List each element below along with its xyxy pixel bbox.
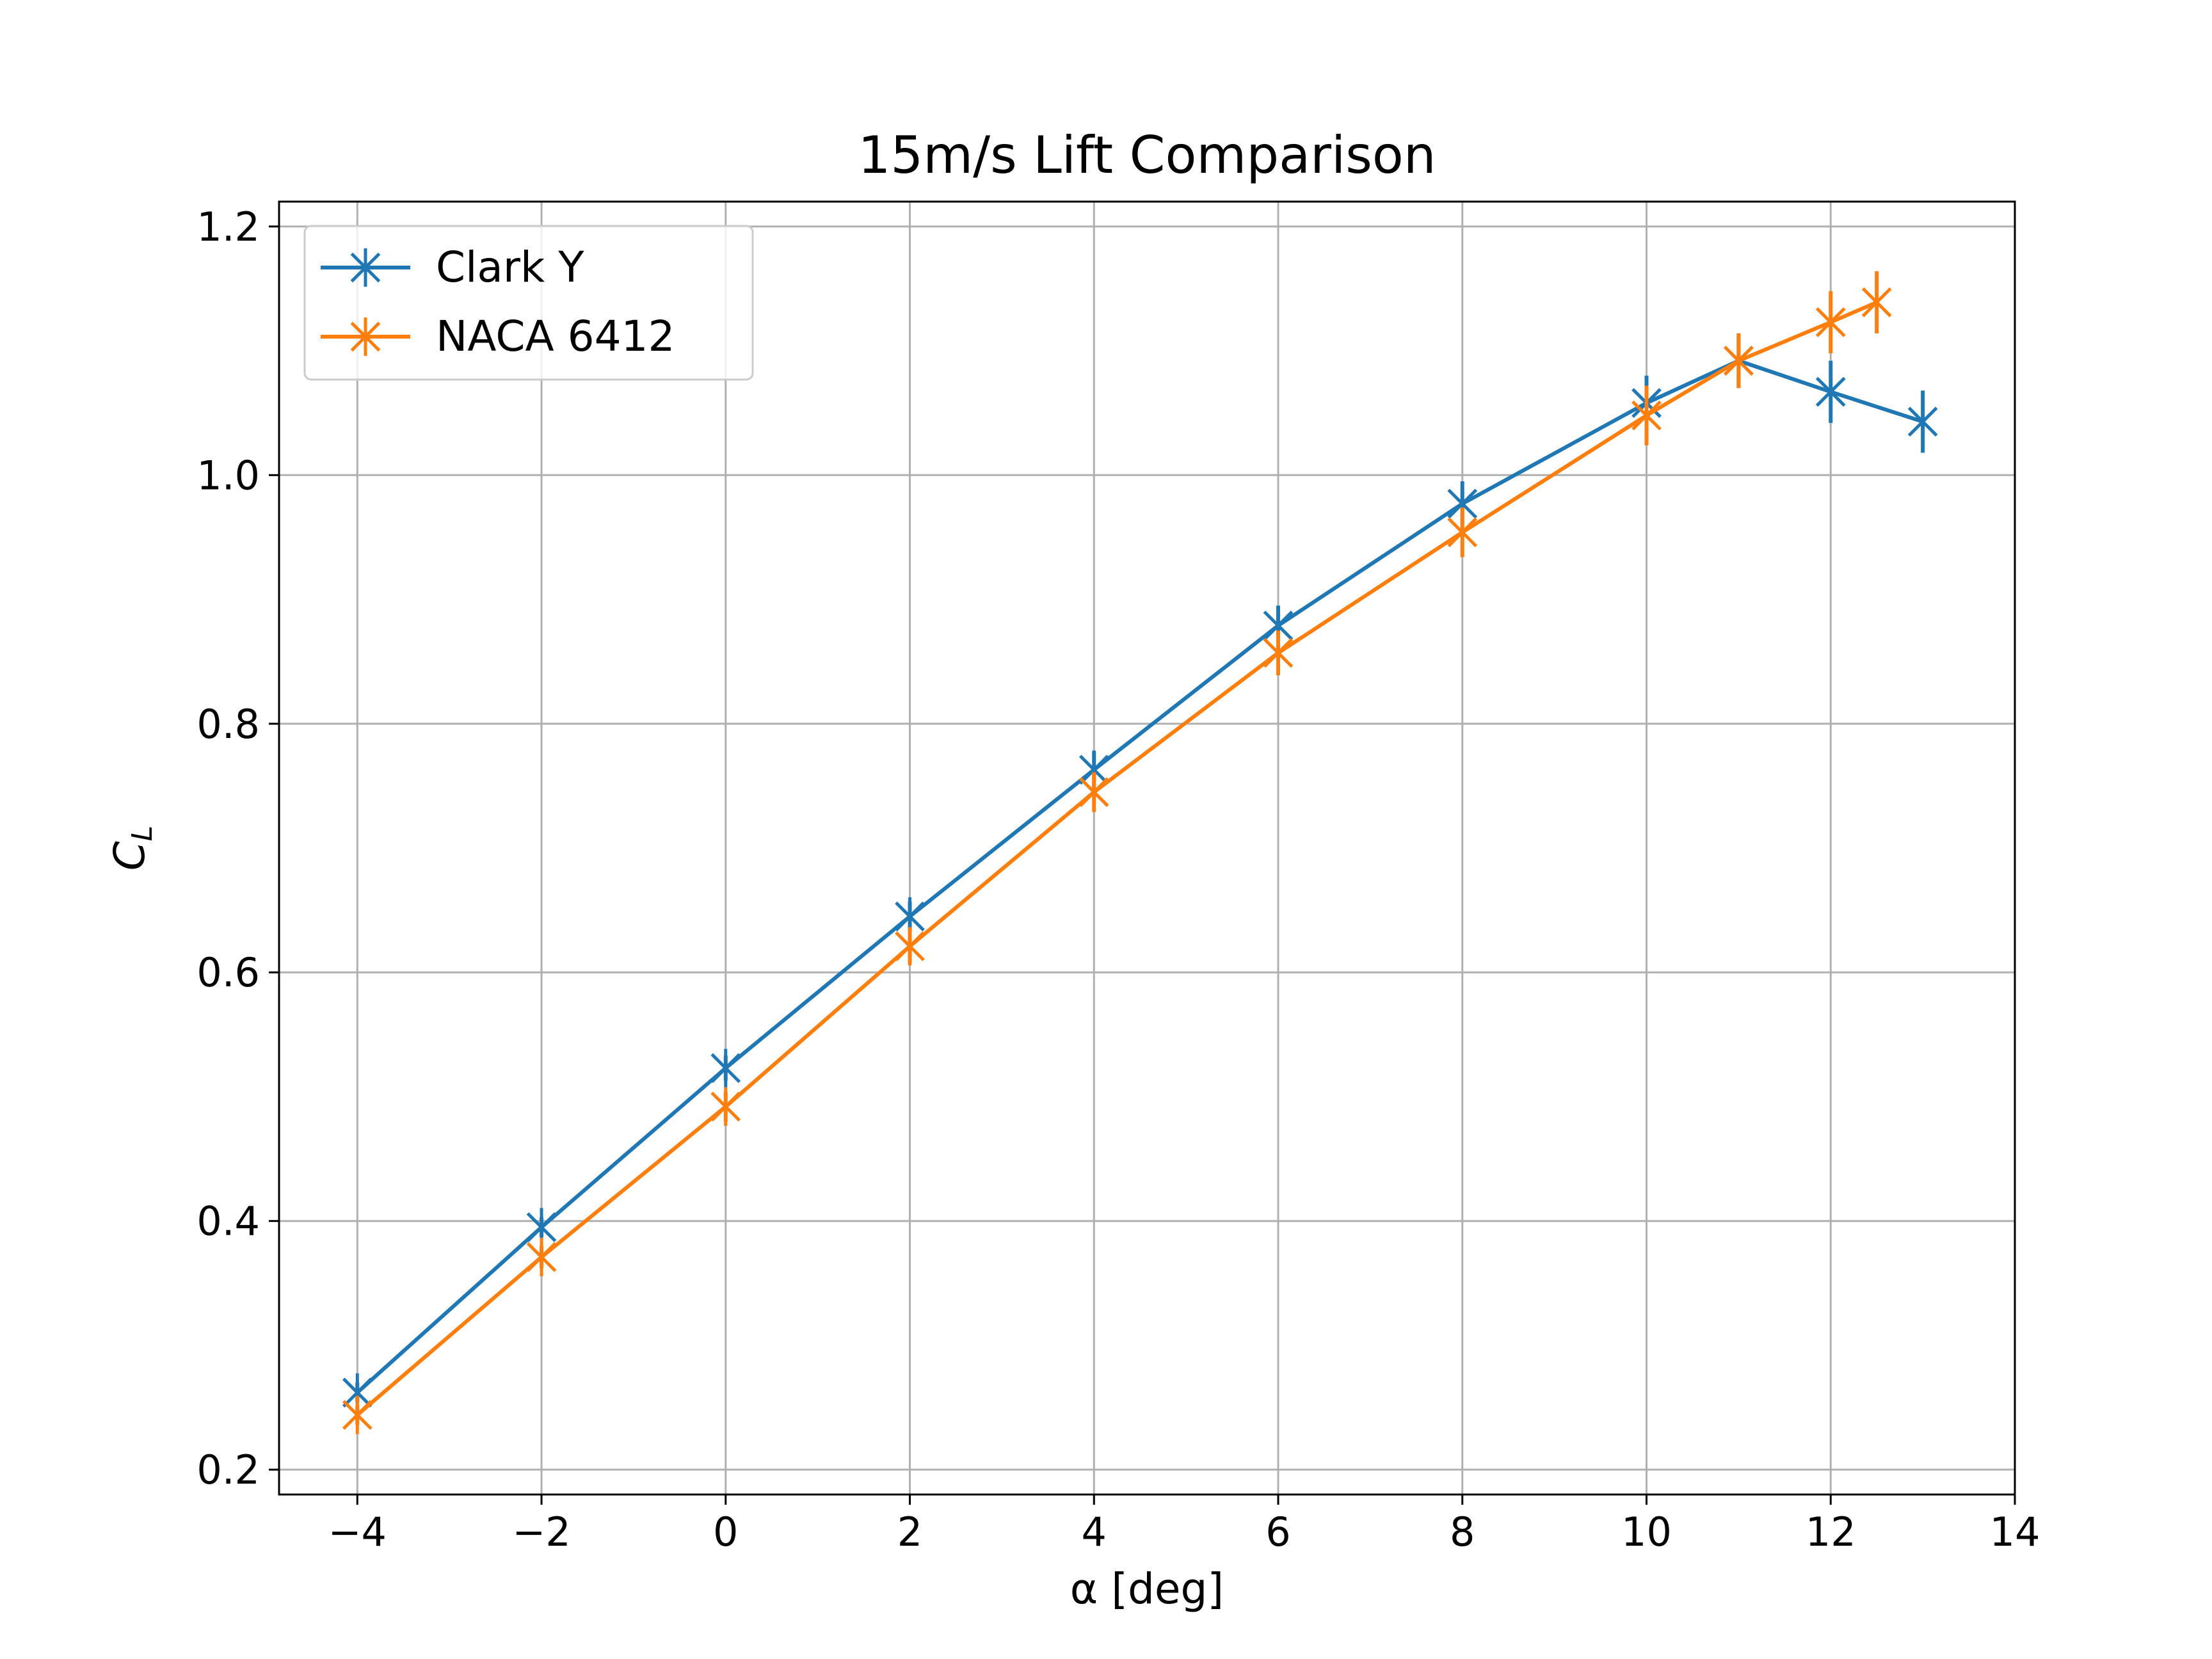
y-tick-label: 1.2 bbox=[196, 204, 260, 250]
legend-box bbox=[303, 225, 754, 381]
x-tick-label: 0 bbox=[713, 1509, 738, 1555]
data-point-marker bbox=[350, 248, 381, 287]
x-tick-label: 6 bbox=[1265, 1509, 1290, 1555]
x-tick-label: 10 bbox=[1621, 1509, 1672, 1555]
data-point-marker bbox=[1815, 373, 1846, 412]
y-tick-label: 0.6 bbox=[196, 949, 260, 996]
y-tick-label: 0.2 bbox=[196, 1447, 260, 1493]
data-point-marker bbox=[1907, 402, 1938, 441]
data-point-marker bbox=[1815, 303, 1846, 342]
x-tick-label: 12 bbox=[1806, 1509, 1856, 1555]
data-point-marker bbox=[1861, 283, 1892, 322]
y-tick-label: 1.0 bbox=[196, 452, 260, 499]
axes-frame bbox=[278, 200, 2016, 1496]
data-point-marker bbox=[895, 927, 925, 966]
legend-label: NACA 6412 bbox=[436, 312, 675, 361]
y-axis-label-main: C bbox=[105, 841, 154, 870]
data-point-marker bbox=[710, 1087, 741, 1126]
legend-label: Clark Y bbox=[436, 243, 584, 292]
series-naca-6412 bbox=[342, 271, 1892, 1434]
data-point-marker bbox=[710, 1048, 741, 1087]
legend: Clark Y NACA 6412 bbox=[303, 225, 754, 381]
legend-entry: NACA 6412 bbox=[321, 312, 675, 361]
axis-ticks: −4 −2 0 2 4 6 8 10 12 14 0.2 0.4 0.6 0.8 1.0 1.2 bbox=[196, 204, 2040, 1555]
y-tick-label: 0.8 bbox=[196, 701, 260, 748]
x-axis-label: α [deg] bbox=[1070, 1564, 1224, 1614]
x-tick-label: −2 bbox=[512, 1509, 570, 1555]
x-tick-label: 2 bbox=[897, 1509, 922, 1555]
legend-entry: Clark Y bbox=[321, 243, 584, 292]
y-axis-label-subscript: L bbox=[126, 826, 159, 842]
data-point-marker bbox=[1631, 396, 1662, 435]
data-point-marker bbox=[1724, 341, 1754, 380]
y-tick-label: 0.4 bbox=[196, 1198, 260, 1245]
data-point-marker bbox=[1447, 513, 1478, 552]
data-point-marker bbox=[350, 317, 381, 356]
x-tick-label: 8 bbox=[1450, 1509, 1475, 1555]
x-tick-label: 4 bbox=[1082, 1509, 1107, 1555]
plot-series bbox=[342, 271, 1938, 1434]
x-tick-label: −4 bbox=[328, 1509, 387, 1555]
data-point-marker bbox=[1263, 634, 1294, 673]
chart-title: 15m/s Lift Comparison bbox=[858, 125, 1436, 185]
data-point-marker bbox=[1078, 773, 1109, 812]
y-axis-label: CL bbox=[105, 826, 159, 871]
x-tick-label: 14 bbox=[1990, 1509, 2040, 1555]
data-point-marker bbox=[342, 1395, 373, 1434]
data-point-marker bbox=[526, 1238, 557, 1277]
